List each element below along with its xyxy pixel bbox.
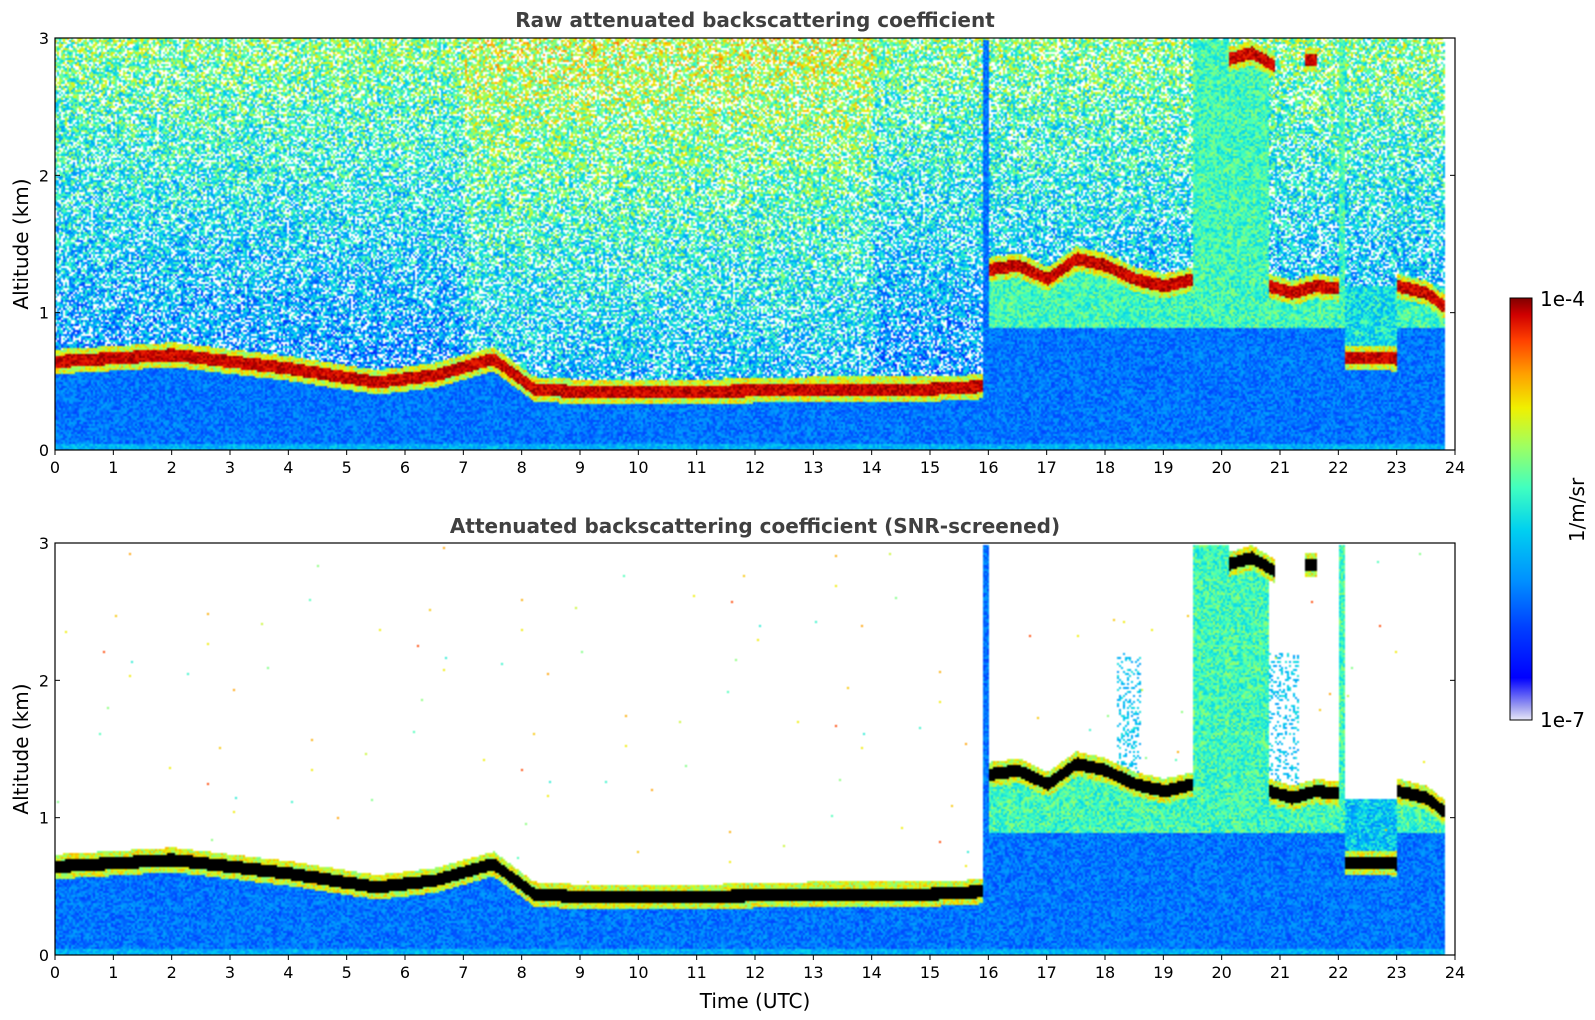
x-tick-label: 15 [920,963,940,982]
x-tick-label: 22 [1328,963,1348,982]
panel-screened-title: Attenuated backscattering coefficient (S… [450,514,1060,538]
x-tick-label: 7 [458,963,468,982]
x-tick-label: 6 [400,458,410,477]
x-tick-label: 2 [167,963,177,982]
x-tick-label: 8 [517,458,527,477]
x-tick-label: 16 [978,458,998,477]
x-tick-label: 19 [1153,458,1173,477]
heatmap-raw [55,38,1455,450]
y-axis-screened: 0 1 2 3 [39,534,1455,965]
x-tick-label: 8 [517,963,527,982]
panel-raw: Raw attenuated backscattering coefficien… [9,8,1465,477]
panel-raw-ylabel: Altitude (km) [9,178,33,309]
x-tick-label: 13 [803,458,823,477]
x-tick-label: 23 [1386,458,1406,477]
x-tick-label: 19 [1153,963,1173,982]
y-tick-label: 2 [39,671,49,690]
colorbar-label: 1/m/sr [1565,477,1589,542]
panel-screened: Attenuated backscattering coefficient (S… [9,514,1465,1013]
x-tick-label: 11 [686,963,706,982]
x-tick-label: 18 [1095,963,1115,982]
x-tick-label: 21 [1270,458,1290,477]
colorbar-min-label: 1e-7 [1540,708,1585,732]
x-tick-label: 17 [1036,963,1056,982]
x-tick-label: 1 [108,458,118,477]
x-tick-label: 9 [575,963,585,982]
colorbar-max-label: 1e-4 [1540,287,1585,311]
y-tick-label: 0 [39,946,49,965]
y-tick-label: 2 [39,166,49,185]
x-tick-label: 5 [342,963,352,982]
x-tick-label: 10 [628,458,648,477]
heatmap-screened [55,543,1455,955]
x-tick-label: 24 [1445,963,1465,982]
x-tick-label: 20 [1211,458,1231,477]
y-axis-raw: 0 1 2 3 [39,29,1455,460]
x-tick-label: 2 [167,458,177,477]
panel-screened-xlabel: Time (UTC) [699,989,811,1013]
x-tick-label: 17 [1036,458,1056,477]
x-tick-label: 0 [50,458,60,477]
x-tick-label: 7 [458,458,468,477]
x-tick-label: 16 [978,963,998,982]
y-tick-label: 3 [39,29,49,48]
x-tick-label: 10 [628,963,648,982]
x-tick-label: 21 [1270,963,1290,982]
y-tick-label: 0 [39,441,49,460]
x-tick-label: 15 [920,458,940,477]
x-tick-label: 22 [1328,458,1348,477]
heatmap-raw-image [55,38,1455,450]
x-tick-label: 4 [283,458,293,477]
x-axis-raw: 0 1 2 3 4 5 6 7 8 9 10 11 12 13 14 15 16 17 18 19 20 21 22 23 24 [50,450,1465,477]
panel-raw-title: Raw attenuated backscattering coefficien… [515,8,995,32]
panel-screened-ylabel: Altitude (km) [9,683,33,814]
x-tick-label: 20 [1211,963,1231,982]
x-tick-label: 23 [1386,963,1406,982]
y-tick-label: 3 [39,534,49,553]
x-tick-label: 14 [861,963,881,982]
colorbar-gradient [1509,297,1533,721]
x-tick-label: 4 [283,963,293,982]
colorbar: 1e-4 1e-7 1/m/sr [1509,287,1589,732]
x-tick-label: 13 [803,963,823,982]
x-tick-label: 0 [50,963,60,982]
x-tick-label: 6 [400,963,410,982]
x-tick-label: 5 [342,458,352,477]
x-tick-label: 9 [575,458,585,477]
y-tick-label: 1 [39,304,49,323]
x-tick-label: 14 [861,458,881,477]
x-axis-screened: 0 1 2 3 4 5 6 7 8 9 10 11 12 13 14 15 16 17 18 19 20 21 22 23 24 [50,955,1465,982]
heatmap-screened-image [55,543,1455,955]
x-tick-label: 24 [1445,458,1465,477]
x-tick-label: 12 [745,963,765,982]
x-tick-label: 1 [108,963,118,982]
y-tick-label: 1 [39,809,49,828]
x-tick-label: 3 [225,458,235,477]
x-tick-label: 18 [1095,458,1115,477]
x-tick-label: 3 [225,963,235,982]
x-tick-label: 11 [686,458,706,477]
x-tick-label: 12 [745,458,765,477]
